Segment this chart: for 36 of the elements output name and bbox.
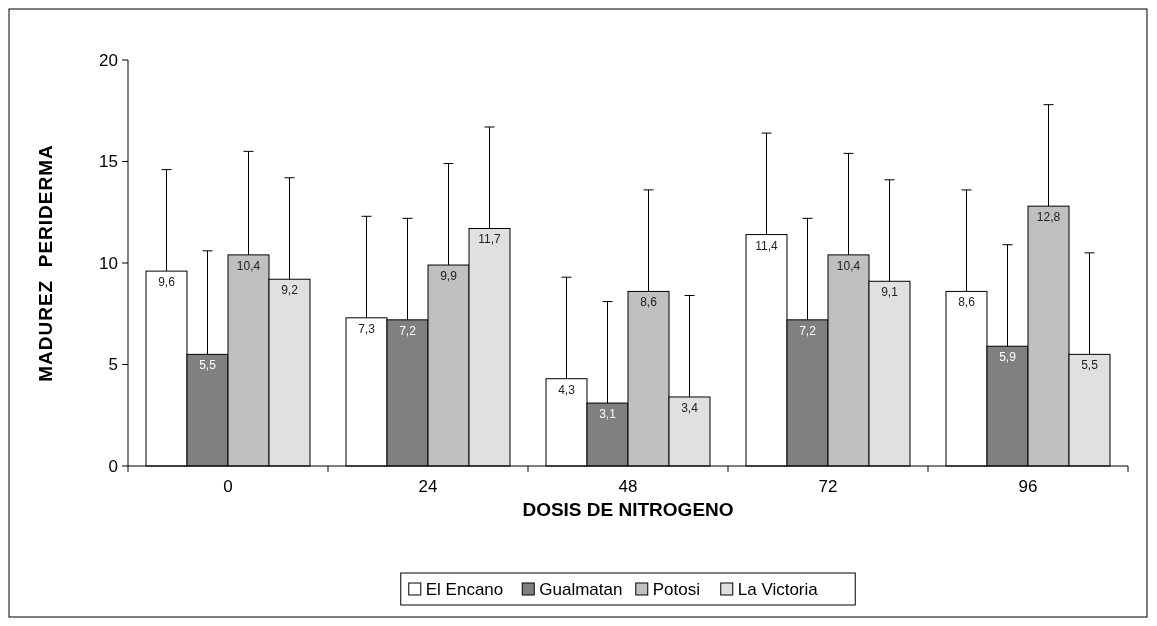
legend-label: Potosi xyxy=(652,579,700,599)
legend-label: La Victoria xyxy=(737,579,819,599)
y-axis-title: MADUREZ PERIDERMA xyxy=(35,144,56,382)
y-tick-label: 5 xyxy=(108,355,118,375)
data-label: 5,5 xyxy=(1081,358,1099,373)
data-label: 3,1 xyxy=(599,407,617,422)
x-tick-label: 0 xyxy=(223,477,233,496)
data-label: 7,2 xyxy=(399,323,417,338)
data-label: 11,7 xyxy=(478,232,502,247)
y-tick-label: 15 xyxy=(99,152,118,172)
data-label: 12,8 xyxy=(1036,210,1061,225)
data-label: 4,3 xyxy=(558,382,576,397)
data-label: 9,9 xyxy=(440,269,458,284)
data-label: 11,4 xyxy=(755,238,779,253)
data-label: 10,4 xyxy=(236,258,261,273)
data-label: 8,6 xyxy=(640,295,658,310)
legend-label: El Encano xyxy=(425,579,504,599)
data-label: 9,2 xyxy=(281,283,299,298)
data-label: 3,4 xyxy=(681,400,699,415)
data-label: 7,3 xyxy=(358,321,376,336)
data-label: 10,4 xyxy=(836,258,861,273)
data-label: 9,6 xyxy=(158,275,176,290)
x-tick-label: 24 xyxy=(418,477,438,496)
data-label: 5,5 xyxy=(199,358,217,373)
x-axis-title: DOSIS DE NITROGENO xyxy=(522,499,734,520)
data-label: 8,6 xyxy=(958,295,976,310)
x-tick-label: 96 xyxy=(1018,477,1038,496)
x-tick-label: 72 xyxy=(818,477,838,496)
x-tick-label: 48 xyxy=(618,477,638,496)
y-tick-label: 0 xyxy=(108,456,118,476)
legend-label: Gualmatan xyxy=(539,579,623,599)
data-label: 7,2 xyxy=(799,323,817,338)
data-label: 9,1 xyxy=(881,285,899,300)
y-tick-label: 20 xyxy=(99,50,118,70)
y-tick-label: 10 xyxy=(99,253,118,273)
data-label: 5,9 xyxy=(999,350,1017,365)
